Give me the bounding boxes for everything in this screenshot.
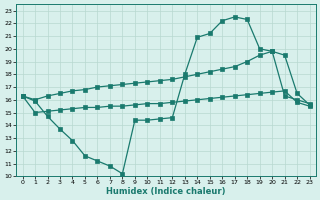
X-axis label: Humidex (Indice chaleur): Humidex (Indice chaleur): [106, 187, 226, 196]
